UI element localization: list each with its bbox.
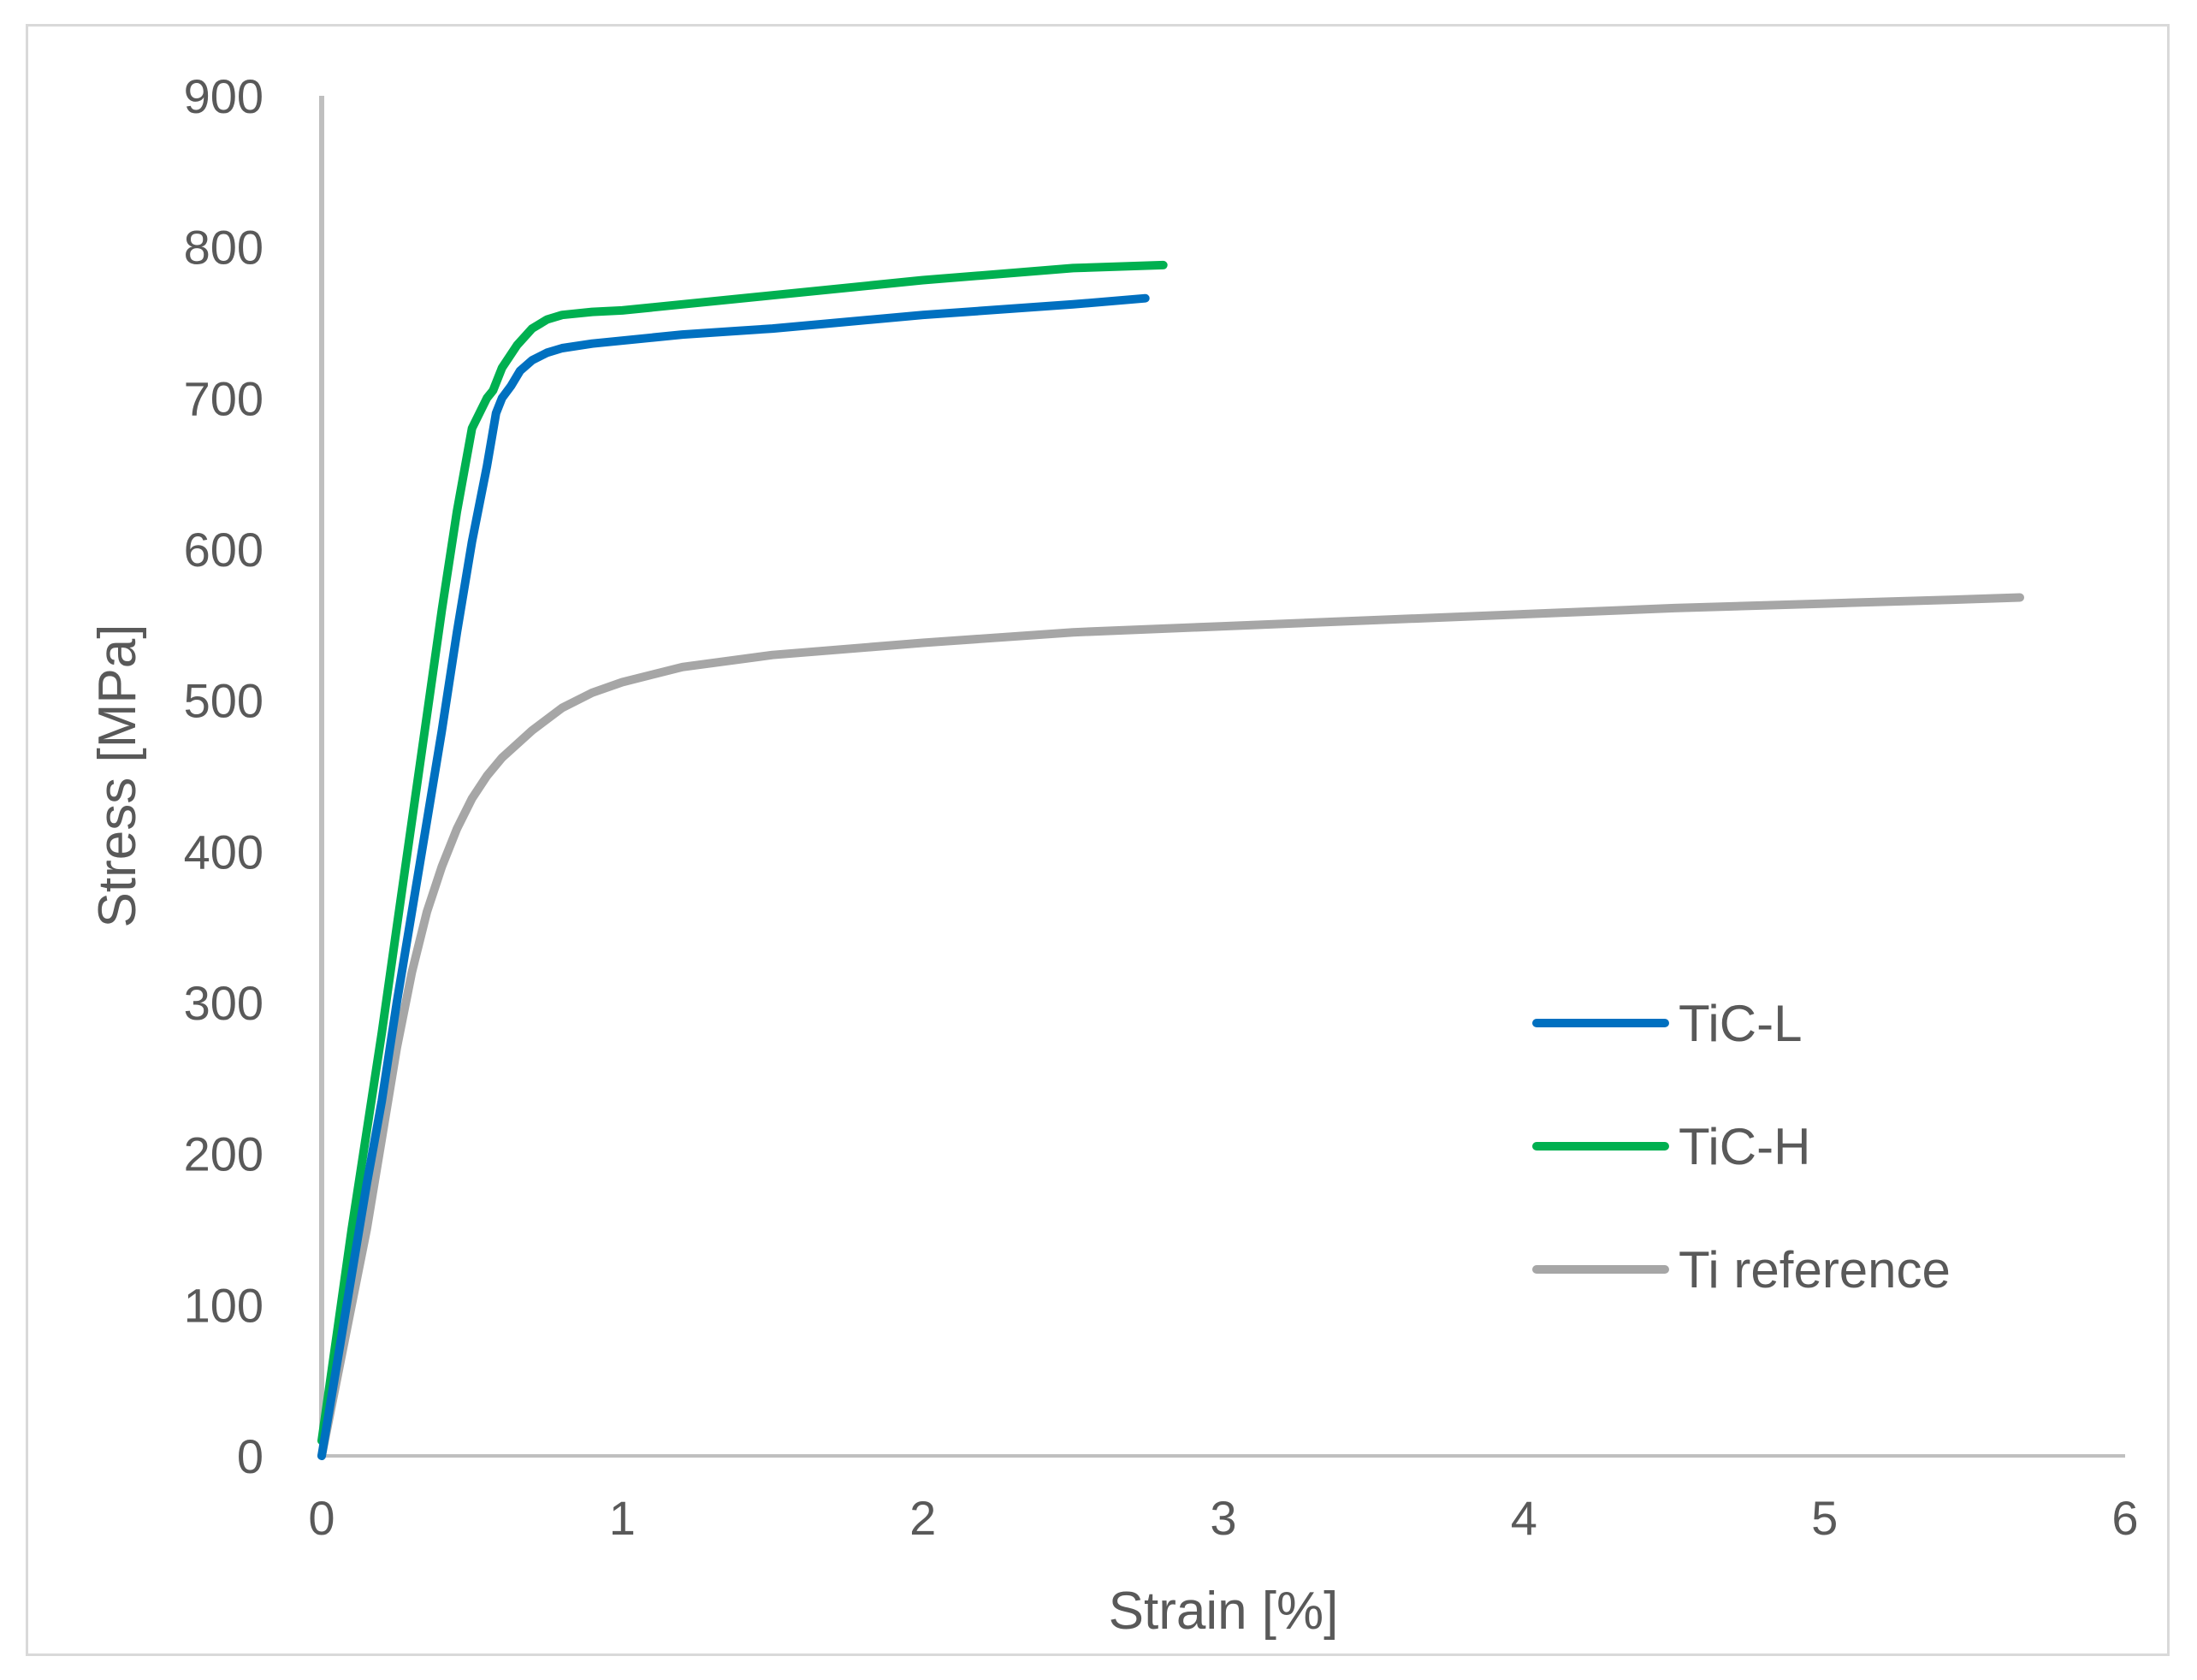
legend: TiC-L TiC-H Ti reference [1532,995,1951,1298]
y-tick-label: 400 [184,825,264,878]
y-tick-label: 800 [184,221,264,275]
x-tick-labels: 0 1 2 3 4 5 6 [308,1491,2138,1545]
y-tick-label: 900 [184,69,264,123]
y-tick-label: 700 [184,371,264,425]
x-tick-label: 0 [308,1491,335,1545]
axes [319,96,2125,1458]
y-tick-label: 100 [184,1278,264,1332]
series-line-1 [317,260,1168,1446]
x-tick-label: 6 [2111,1491,2138,1545]
y-tick-label: 0 [237,1429,264,1483]
x-axis-title: Strain [%] [1109,1582,1339,1641]
x-tick-label: 4 [1511,1491,1537,1545]
x-tick-label: 5 [1811,1491,1838,1545]
y-axis-title: Stress [MPa] [88,624,147,928]
y-tick-label: 200 [184,1127,264,1181]
legend-label-1: TiC-H [1679,1118,1810,1175]
x-tick-label: 3 [1210,1491,1236,1545]
series-lines [317,260,2024,1460]
legend-label-2: Ti reference [1679,1241,1951,1298]
series-line-2 [317,593,2024,1460]
y-tick-label: 500 [184,674,264,728]
y-tick-label: 300 [184,976,264,1030]
legend-label-0: TiC-L [1679,995,1802,1052]
y-tick-label: 600 [184,523,264,577]
x-tick-label: 2 [909,1491,936,1545]
x-tick-label: 1 [609,1491,636,1545]
chart-frame [26,24,2170,1656]
y-tick-labels: 0 100 200 300 400 500 600 700 800 900 [184,69,264,1483]
series-line-0 [317,293,1150,1460]
